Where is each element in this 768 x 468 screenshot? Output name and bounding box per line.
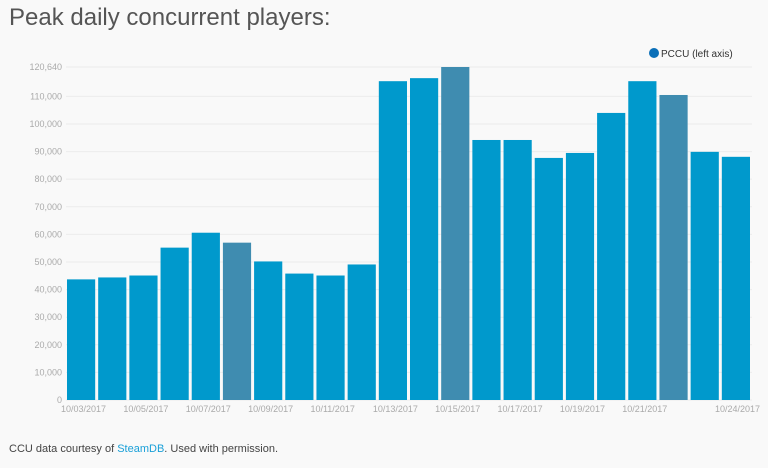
bar-10-06-2017 — [160, 247, 189, 400]
footer-suffix: . Used with permission. — [164, 443, 279, 455]
bar-10-14-2017 — [410, 78, 439, 401]
x-tick-label: 10/09/2017 — [248, 404, 293, 414]
bar-10-17-2017 — [503, 139, 532, 401]
bar-10-22-2017 — [659, 94, 688, 400]
y-tick-label: 20,000 — [34, 340, 62, 350]
footer-credit: CCU data courtesy of SteamDB. Used with … — [9, 443, 278, 455]
bar-10-16-2017 — [472, 139, 501, 401]
y-tick-label: 60,000 — [34, 229, 62, 239]
x-tick-label: 10/03/2017 — [61, 404, 106, 414]
y-tick-label: 0 — [57, 395, 62, 405]
bar-10-05-2017 — [129, 275, 158, 400]
bar-10-04-2017 — [98, 277, 127, 400]
x-tick-label: 10/21/2017 — [622, 404, 667, 414]
x-tick-label: 10/24/2017 — [715, 404, 760, 414]
bar-10-08-2017 — [222, 242, 252, 400]
page-title: Peak daily concurrent players: — [9, 4, 331, 31]
footer-prefix: CCU data courtesy of — [9, 443, 118, 455]
legend-label: PCCU (left axis) — [661, 49, 733, 60]
bar-10-20-2017 — [597, 112, 626, 401]
bar-chart: 0 10,000 20,000 30,000 40,000 50,000 60,000 70,… — [29, 48, 760, 414]
bar-10-10-2017 — [285, 273, 314, 400]
y-tick-label: 50,000 — [34, 257, 62, 267]
bar-10-15-2017 — [441, 67, 470, 400]
bar-10-13-2017 — [378, 81, 407, 400]
x-tick-label: 10/19/2017 — [560, 404, 605, 414]
legend-dot-icon — [649, 48, 659, 58]
y-tick-label: 90,000 — [34, 147, 62, 157]
y-tick-label: 30,000 — [34, 312, 62, 322]
x-tick-label: 10/13/2017 — [373, 404, 418, 414]
y-tick-label: 110,000 — [30, 91, 62, 101]
x-tick-label: 10/15/2017 — [435, 404, 480, 414]
bar-10-18-2017 — [534, 157, 563, 400]
bar-10-21-2017 — [628, 81, 657, 400]
steamdb-link[interactable]: SteamDB — [117, 443, 165, 455]
bar-10-24-2017 — [721, 156, 750, 400]
x-tick-label: 10/07/2017 — [186, 404, 231, 414]
bar-10-11-2017 — [316, 275, 345, 400]
y-tick-label: 70,000 — [34, 202, 62, 212]
bar-10-12-2017 — [347, 264, 376, 400]
bar-10-07-2017 — [191, 232, 220, 400]
y-tick-label: 10,000 — [34, 367, 62, 377]
y-tick-label: 100,000 — [29, 119, 62, 129]
bar-10-23-2017 — [690, 151, 719, 400]
x-tick-label: 10/05/2017 — [123, 404, 168, 414]
bar-10-03-2017 — [67, 279, 96, 400]
y-tick-label: 120,640 — [29, 62, 62, 72]
bar-10-09-2017 — [254, 261, 283, 400]
y-tick-label: 80,000 — [34, 174, 62, 184]
x-tick-label: 10/11/2017 — [310, 404, 354, 414]
y-tick-label: 40,000 — [34, 285, 62, 295]
bar-10-19-2017 — [565, 152, 595, 400]
x-tick-label: 10/17/2017 — [498, 404, 543, 414]
